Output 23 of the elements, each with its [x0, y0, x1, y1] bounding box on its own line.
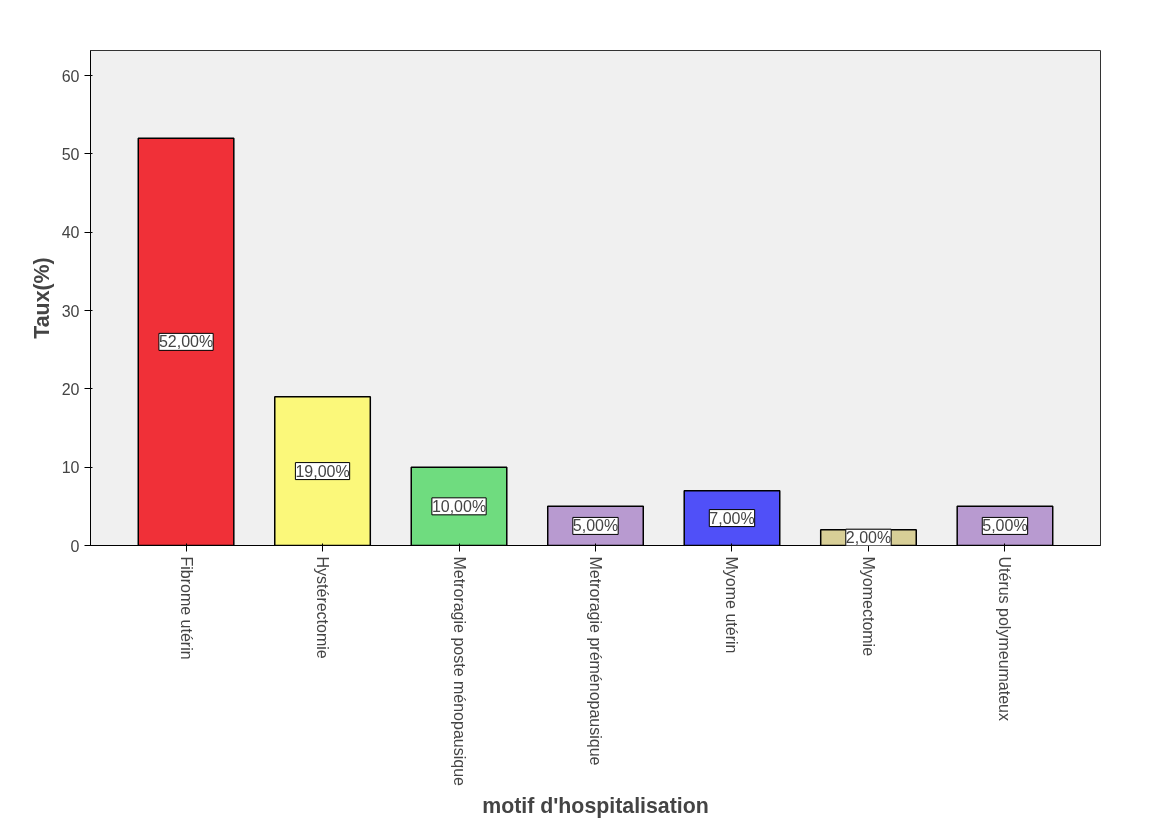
x-tick-label: Fibrome utérin — [177, 556, 195, 660]
data-label: 2,00% — [845, 529, 892, 547]
x-tick-label: Hystérectomie — [314, 556, 332, 659]
y-tick-label: 0 — [70, 537, 80, 555]
y-tick-label: 30 — [61, 302, 80, 320]
x-tick-label: Myomectomie — [859, 556, 877, 657]
data-label: 10,00% — [431, 497, 487, 515]
y-tick-label: 40 — [61, 224, 80, 242]
data-label: 19,00% — [295, 462, 350, 480]
y-tick-label: 10 — [61, 459, 80, 477]
y-tick-label: 20 — [61, 380, 80, 398]
y-axis-title: Taux(%) — [29, 257, 54, 339]
y-tick-label: 60 — [61, 67, 80, 85]
y-tick-label: 50 — [61, 145, 80, 163]
data-label: 52,00% — [158, 333, 214, 351]
data-label: 5,00% — [982, 517, 1028, 535]
x-tick-label: Utérus polymeumateux — [996, 556, 1014, 722]
x-tick-label: Metroragie préménopausique — [587, 556, 604, 766]
data-label: 7,00% — [709, 509, 755, 527]
x-axis-title: motif d'hospitalisation — [482, 793, 709, 818]
x-tick-label: Myome utérin — [723, 556, 741, 654]
data-label: 5,00% — [572, 517, 619, 535]
x-tick-label: Metroragie poste ménopausique — [450, 556, 468, 787]
